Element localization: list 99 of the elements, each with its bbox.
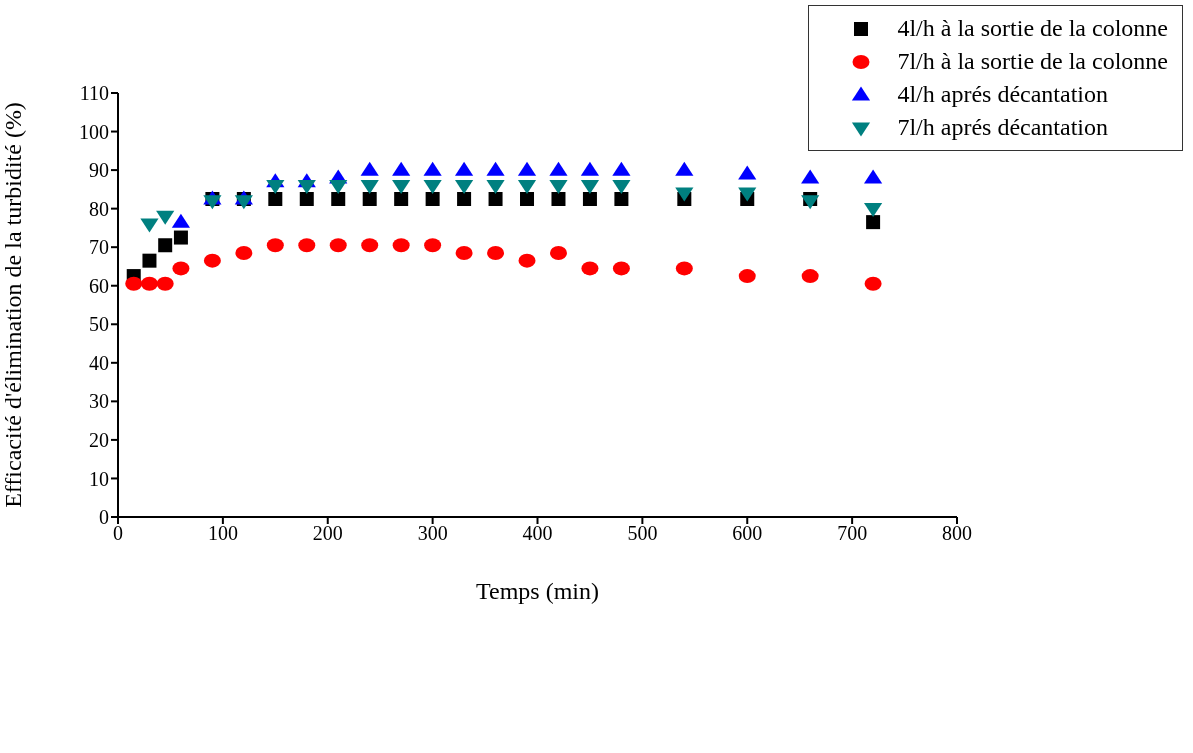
- point: [423, 161, 442, 176]
- point: [517, 179, 537, 194]
- legend-label: 7l/h aprés décantation: [897, 114, 1109, 141]
- point: [454, 161, 474, 176]
- point: [457, 192, 472, 206]
- point: [360, 161, 379, 176]
- point: [675, 187, 694, 202]
- legend-label: 4l/h à la sortie de la colonne: [897, 15, 1168, 42]
- y-tick-label: 30: [89, 390, 109, 413]
- x-tick-label: 400: [522, 522, 553, 545]
- point: [140, 276, 158, 291]
- point: [549, 245, 567, 260]
- point: [173, 230, 188, 245]
- x-tick-label: 700: [837, 522, 868, 545]
- point: [487, 245, 505, 260]
- point: [488, 192, 503, 206]
- legend-label: 7l/h à la sortie de la colonne: [897, 48, 1168, 75]
- point: [864, 169, 883, 184]
- point: [394, 192, 409, 206]
- point: [171, 213, 191, 228]
- point: [361, 238, 379, 253]
- point: [423, 179, 442, 194]
- point: [362, 192, 377, 206]
- point: [360, 179, 379, 194]
- point: [518, 253, 536, 268]
- point: [454, 179, 474, 194]
- point: [486, 161, 505, 176]
- point: [203, 253, 221, 268]
- y-tick-label: 0: [99, 506, 109, 529]
- point: [455, 245, 473, 260]
- point: [580, 161, 600, 176]
- x-tick-label: 200: [312, 522, 343, 545]
- point: [582, 192, 597, 206]
- y-tick-label: 50: [89, 313, 109, 336]
- y-tick-label: 60: [89, 274, 109, 297]
- y-tick-label: 70: [89, 236, 109, 259]
- point: [329, 238, 347, 253]
- point: [125, 276, 143, 291]
- point: [268, 192, 283, 206]
- point: [392, 238, 410, 253]
- point: [392, 161, 411, 176]
- point: [675, 261, 693, 276]
- point: [298, 238, 316, 253]
- point: [172, 261, 190, 276]
- point: [266, 179, 285, 194]
- point: [614, 192, 629, 206]
- point: [392, 179, 411, 194]
- point: [864, 276, 882, 291]
- point: [612, 161, 631, 176]
- x-tick-label: 0: [113, 522, 123, 545]
- x-tick-label: 600: [732, 522, 763, 545]
- point: [549, 179, 568, 194]
- point: [156, 210, 175, 225]
- point: [203, 195, 222, 210]
- y-tick-label: 110: [79, 82, 109, 105]
- x-axis-title: Temps (min): [476, 578, 599, 604]
- point: [549, 161, 568, 176]
- x-tick-label: 300: [417, 522, 448, 545]
- y-tick-label: 40: [89, 351, 109, 374]
- point: [297, 179, 316, 194]
- y-tick-label: 90: [89, 159, 109, 182]
- point: [866, 215, 881, 230]
- point: [299, 192, 314, 206]
- y-tick-label: 20: [89, 429, 109, 452]
- point: [266, 238, 284, 253]
- legend-label: 4l/h aprés décantation: [897, 81, 1109, 108]
- point: [331, 192, 346, 206]
- point: [424, 238, 442, 253]
- point: [234, 195, 253, 210]
- x-tick-label: 100: [207, 522, 238, 545]
- point: [486, 179, 505, 194]
- point: [738, 165, 757, 180]
- point: [675, 161, 694, 176]
- point: [156, 276, 174, 291]
- y-tick-label: 10: [89, 467, 109, 490]
- y-tick-label: 80: [89, 197, 109, 220]
- point: [581, 261, 599, 276]
- point: [801, 169, 820, 184]
- y-axis-title: Efficacité d'élimination de la turbidité (%): [0, 102, 26, 508]
- point: [738, 187, 757, 202]
- point: [517, 161, 537, 176]
- point: [140, 218, 159, 233]
- point: [425, 192, 440, 206]
- point: [801, 269, 819, 284]
- point: [520, 192, 535, 206]
- x-tick-label: 500: [627, 522, 658, 545]
- point: [612, 179, 631, 194]
- point: [580, 179, 600, 194]
- point: [329, 179, 348, 194]
- point: [158, 238, 173, 253]
- point: [801, 195, 820, 210]
- x-tick-label: 800: [942, 522, 972, 545]
- y-tick-label: 100: [79, 120, 109, 143]
- point: [738, 269, 756, 284]
- point: [551, 192, 566, 206]
- point: [235, 245, 253, 260]
- point: [142, 253, 157, 268]
- point: [612, 261, 630, 276]
- point: [864, 203, 883, 218]
